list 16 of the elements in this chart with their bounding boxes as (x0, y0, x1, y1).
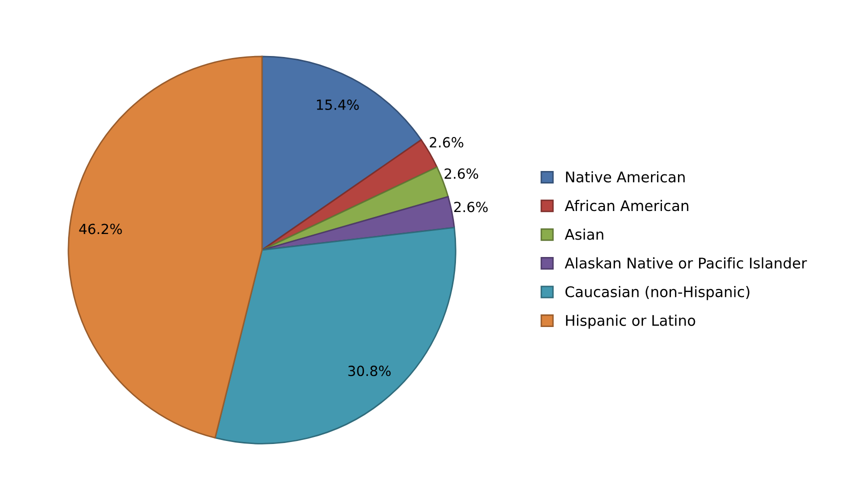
legend-label: Caucasian (non-Hispanic) (565, 286, 750, 300)
data-label: 2.6% (430, 137, 464, 148)
legend-label: Hispanic or Latino (566, 314, 696, 329)
pie-slice (68, 56, 263, 439)
data-label: 30.8% (348, 366, 391, 376)
legend-label: Native American (566, 171, 685, 182)
legend-label: African American (564, 200, 688, 212)
legend-label: Asian (564, 228, 604, 240)
pie-slice (261, 56, 422, 251)
data-label: 2.6% (454, 202, 488, 212)
data-label: 15.4% (316, 99, 359, 110)
data-label: 46.2% (79, 224, 122, 234)
data-label: 2.6% (444, 168, 478, 179)
legend-label: Alaskan Native or Pacific Islander (564, 257, 807, 269)
pie-slice (261, 196, 455, 251)
pie-slice (214, 226, 456, 444)
